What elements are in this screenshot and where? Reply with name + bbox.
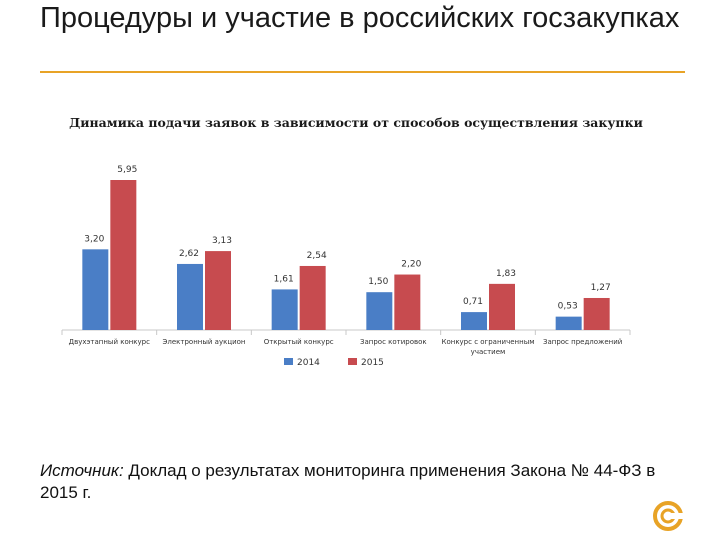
legend-label-2015: 2015 <box>361 358 384 368</box>
bar-2015-4 <box>489 283 515 330</box>
source-text: Доклад о результатах мониторинга примене… <box>40 461 656 502</box>
slide-title: Процедуры и участие в российских госзаку… <box>40 2 680 34</box>
bar-chart: Динамика подачи заявок в зависимости от … <box>61 115 643 368</box>
bar-2014-4 <box>461 312 487 330</box>
data-label-2015-5: 1,27 <box>591 283 611 293</box>
category-label-1: Электронный аукцион <box>163 338 246 346</box>
chart-title: Динамика подачи заявок в зависимости от … <box>69 115 643 130</box>
bar-2014-2 <box>271 289 298 330</box>
bar-2015-5 <box>583 297 610 330</box>
bar-2015-0 <box>110 180 137 330</box>
data-label-2014-4: 0,71 <box>463 297 483 307</box>
legend-swatch-2015 <box>348 358 357 365</box>
data-label-2015-3: 2,20 <box>401 260 421 270</box>
data-label-2014-0: 3,20 <box>84 234 104 244</box>
bar-2015-3 <box>394 274 421 330</box>
bar-2014-0 <box>82 249 109 330</box>
legend-swatch-2014 <box>284 358 293 365</box>
bar-2014-5 <box>555 316 582 330</box>
source-note: Источник: Доклад о результатах мониторин… <box>40 460 680 504</box>
title-divider <box>40 71 685 73</box>
bar-2015-1 <box>205 251 231 330</box>
data-label-2015-2: 2,54 <box>307 251 327 261</box>
bar-2015-2 <box>299 265 326 330</box>
category-label-2: Открытый конкурс <box>264 338 334 346</box>
data-label-2015-0: 5,95 <box>117 165 137 175</box>
bar-2014-3 <box>366 292 393 330</box>
data-label-2014-3: 1,50 <box>368 277 388 287</box>
data-label-2014-5: 0,53 <box>558 302 578 312</box>
category-label-3: Запрос котировок <box>360 338 427 346</box>
data-label-2014-2: 1,61 <box>274 274 294 284</box>
data-label-2014-1: 2,62 <box>179 249 199 259</box>
data-label-2015-1: 3,13 <box>212 236 232 246</box>
bar-2014-1 <box>177 263 203 330</box>
legend-label-2014: 2014 <box>297 358 320 368</box>
category-label-0: Двухэтапный конкурс <box>69 338 150 346</box>
brand-logo-icon <box>653 501 684 531</box>
data-label-2015-4: 1,83 <box>496 269 516 279</box>
category-label-5: Запрос предложений <box>543 338 622 346</box>
source-label: Источник: <box>40 461 124 480</box>
category-label-4: Конкурс с ограниченным участием <box>441 338 534 356</box>
